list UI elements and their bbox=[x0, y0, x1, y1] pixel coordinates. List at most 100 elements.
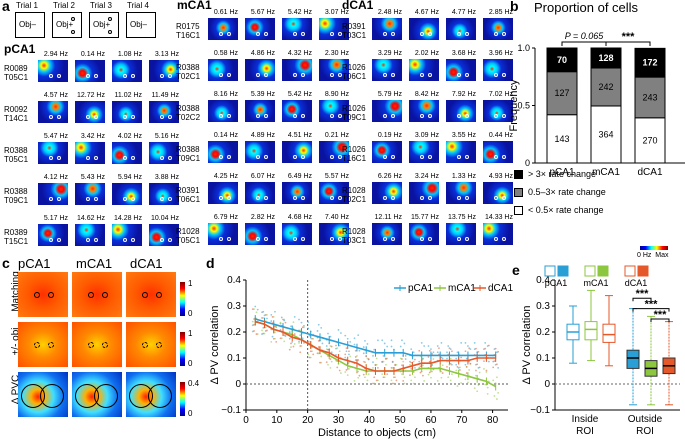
d-scatter-point bbox=[290, 346, 292, 348]
object-location bbox=[502, 73, 506, 77]
d-scatter-point bbox=[262, 310, 265, 313]
object-location bbox=[502, 32, 506, 36]
d-scatter-point bbox=[270, 313, 273, 316]
peak-rate: 2.30 Hz bbox=[324, 50, 349, 57]
d-scatter-point bbox=[312, 353, 315, 356]
d-scatter-point bbox=[354, 356, 357, 358]
d-scatter-point bbox=[345, 369, 348, 371]
object-location bbox=[49, 115, 53, 119]
peak-rate: 3.29 Hz bbox=[377, 50, 402, 57]
peak-rate: 15.77 Hz bbox=[410, 214, 439, 221]
d-scatter-point bbox=[307, 321, 310, 324]
object-location bbox=[457, 155, 461, 159]
peak-rate: 4.86 Hz bbox=[250, 50, 275, 57]
peak-rate: 14.28 Hz bbox=[113, 215, 142, 222]
d-scatter-point bbox=[469, 348, 472, 351]
d-scatter-point bbox=[253, 308, 255, 311]
d-scatter-point bbox=[386, 357, 389, 360]
d-scatter-point bbox=[293, 333, 296, 335]
object-location bbox=[494, 196, 498, 200]
d-xtick: 30 bbox=[333, 415, 345, 426]
d-scatter-point bbox=[383, 376, 386, 379]
d-scatter-point bbox=[430, 348, 432, 351]
d-scatter-point bbox=[395, 363, 398, 366]
object-location bbox=[465, 237, 469, 241]
rate-map bbox=[75, 224, 105, 246]
panel-b-label: b bbox=[510, 0, 519, 14]
object-location bbox=[428, 196, 432, 200]
rate-map bbox=[409, 18, 439, 40]
d-scatter-point bbox=[440, 342, 443, 344]
object-roi-marker bbox=[88, 292, 94, 298]
d-scatter-point bbox=[430, 376, 432, 379]
peak-rate: 0.21 Hz bbox=[324, 132, 349, 139]
d-scatter-point bbox=[427, 373, 430, 376]
d-scatter-point bbox=[460, 382, 463, 384]
d-scatter-point bbox=[283, 340, 286, 343]
b-xtick: mCA1 bbox=[592, 167, 620, 178]
rate-map bbox=[38, 60, 68, 82]
object-location bbox=[420, 73, 424, 77]
trial-box: Obj– bbox=[15, 12, 45, 38]
rate-map bbox=[483, 223, 513, 245]
panel-b-title: Proportion of cells bbox=[534, 0, 639, 15]
cell-id: R1028 T05C1 bbox=[176, 227, 201, 245]
d-scatter-point bbox=[422, 374, 424, 377]
d-scatter-point bbox=[403, 376, 406, 379]
peak-rate: 10.04 Hz bbox=[150, 215, 179, 222]
d-scatter-point bbox=[436, 351, 439, 354]
d-scatter-point bbox=[329, 358, 332, 360]
d-scatter-point bbox=[402, 360, 405, 363]
object-location bbox=[293, 155, 297, 159]
trial-box: Obj+ bbox=[89, 12, 119, 38]
object-location bbox=[338, 155, 342, 159]
trial-box-text: Obj– bbox=[19, 20, 36, 29]
d-scatter-point bbox=[365, 355, 368, 357]
rate-map bbox=[409, 182, 439, 204]
object-location bbox=[256, 237, 260, 241]
trial-box-text: Obj+ bbox=[93, 20, 111, 29]
rate-map bbox=[409, 59, 439, 81]
d-scatter-point bbox=[393, 382, 395, 385]
panel-d-label: d bbox=[206, 255, 215, 271]
rate-map bbox=[483, 18, 513, 40]
trial-box-text: Obj– bbox=[130, 20, 147, 29]
heatmap-cell bbox=[126, 322, 176, 367]
rate-map bbox=[75, 183, 105, 205]
d-scatter-point bbox=[344, 371, 347, 373]
bar-count: 143 bbox=[554, 134, 569, 144]
trial-label: Trial 2 bbox=[53, 1, 75, 10]
d-scatter-point bbox=[340, 372, 342, 374]
d-scatter-point bbox=[391, 360, 394, 363]
legend-mid: 0.5–3× rate change bbox=[528, 187, 606, 197]
object-location bbox=[301, 155, 305, 159]
object-location bbox=[57, 197, 61, 201]
peak-rate: 0.58 Hz bbox=[213, 50, 238, 57]
d-scatter-point bbox=[344, 353, 347, 356]
d-ytick: 0.1 bbox=[227, 353, 241, 364]
d-scatter-point bbox=[410, 348, 413, 351]
cell-id: R1026 T09C1 bbox=[342, 104, 367, 122]
peak-rate: 3.88 Hz bbox=[154, 174, 179, 181]
d-scatter-point bbox=[440, 370, 443, 373]
object-location bbox=[168, 197, 172, 201]
rate-map bbox=[112, 101, 142, 123]
d-scatter-point bbox=[419, 365, 422, 368]
peak-rate: 8.90 Hz bbox=[324, 91, 349, 98]
d-scatter-point bbox=[440, 376, 443, 379]
d-scatter-point bbox=[373, 376, 376, 379]
object-location bbox=[160, 115, 164, 119]
d-scatter-point bbox=[381, 373, 384, 376]
peak-rate: 4.93 Hz bbox=[488, 173, 513, 180]
object-location bbox=[168, 115, 172, 119]
object-location bbox=[160, 238, 164, 242]
object-location bbox=[131, 197, 135, 201]
rate-map bbox=[446, 223, 476, 245]
d-scatter-point bbox=[309, 356, 312, 359]
d-scatter-point bbox=[432, 358, 435, 360]
d-scatter-point bbox=[317, 352, 320, 355]
object-location bbox=[465, 32, 469, 36]
d-scatter-point bbox=[266, 313, 268, 316]
legend-swatch-mid bbox=[514, 188, 523, 197]
d-scatter-point bbox=[390, 379, 393, 382]
